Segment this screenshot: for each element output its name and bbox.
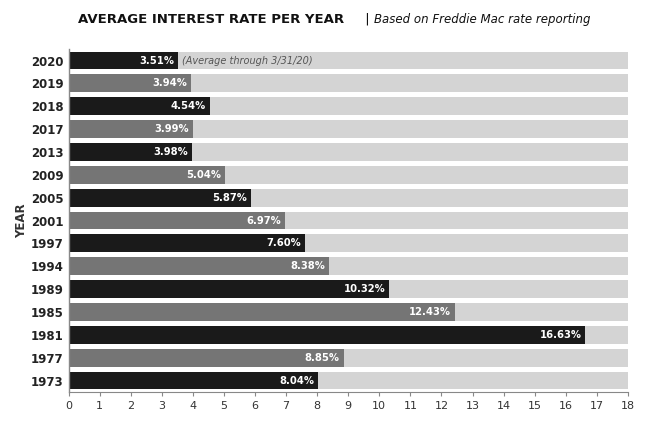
Bar <box>68 189 628 207</box>
Bar <box>68 212 285 230</box>
Text: 10.32%: 10.32% <box>344 284 385 294</box>
Text: 12.43%: 12.43% <box>409 307 451 317</box>
Text: 4.54%: 4.54% <box>171 101 206 111</box>
Bar <box>68 257 329 275</box>
Text: 3.94%: 3.94% <box>152 78 187 88</box>
Text: 7.60%: 7.60% <box>266 239 301 248</box>
Bar <box>68 120 192 138</box>
Bar <box>68 257 628 275</box>
Text: 3.99%: 3.99% <box>154 124 188 134</box>
Bar <box>68 97 628 115</box>
Text: 8.38%: 8.38% <box>291 261 325 271</box>
Text: |: | <box>361 13 374 26</box>
Text: 8.85%: 8.85% <box>305 353 340 363</box>
Bar <box>68 280 628 298</box>
Bar <box>68 280 389 298</box>
Bar <box>68 234 305 252</box>
Bar <box>68 326 628 344</box>
Text: 3.98%: 3.98% <box>154 147 188 157</box>
Y-axis label: YEAR: YEAR <box>15 203 28 238</box>
Bar <box>68 212 628 230</box>
Bar <box>68 234 628 252</box>
Bar <box>68 371 318 389</box>
Bar <box>68 349 344 367</box>
Bar <box>68 75 191 92</box>
Text: 5.87%: 5.87% <box>213 193 247 203</box>
Bar <box>68 166 628 184</box>
Bar <box>68 75 628 92</box>
Text: (Average through 3/31/20): (Average through 3/31/20) <box>182 55 313 66</box>
Bar <box>68 326 586 344</box>
Text: AVERAGE INTEREST RATE PER YEAR: AVERAGE INTEREST RATE PER YEAR <box>78 13 344 26</box>
Bar <box>68 166 225 184</box>
Text: 8.04%: 8.04% <box>280 376 315 386</box>
Bar <box>68 303 455 321</box>
Bar <box>68 143 192 161</box>
Text: 16.63%: 16.63% <box>540 330 582 340</box>
Bar <box>68 143 628 161</box>
Bar <box>68 371 628 389</box>
Bar <box>68 349 628 367</box>
Bar <box>68 189 251 207</box>
Bar <box>68 97 209 115</box>
Bar <box>68 52 628 69</box>
Text: 3.51%: 3.51% <box>139 55 174 66</box>
Bar <box>68 303 628 321</box>
Text: 6.97%: 6.97% <box>246 216 281 225</box>
Bar <box>68 120 628 138</box>
Bar <box>68 52 177 69</box>
Text: Based on Freddie Mac rate reporting: Based on Freddie Mac rate reporting <box>374 13 590 26</box>
Text: 5.04%: 5.04% <box>187 170 222 180</box>
